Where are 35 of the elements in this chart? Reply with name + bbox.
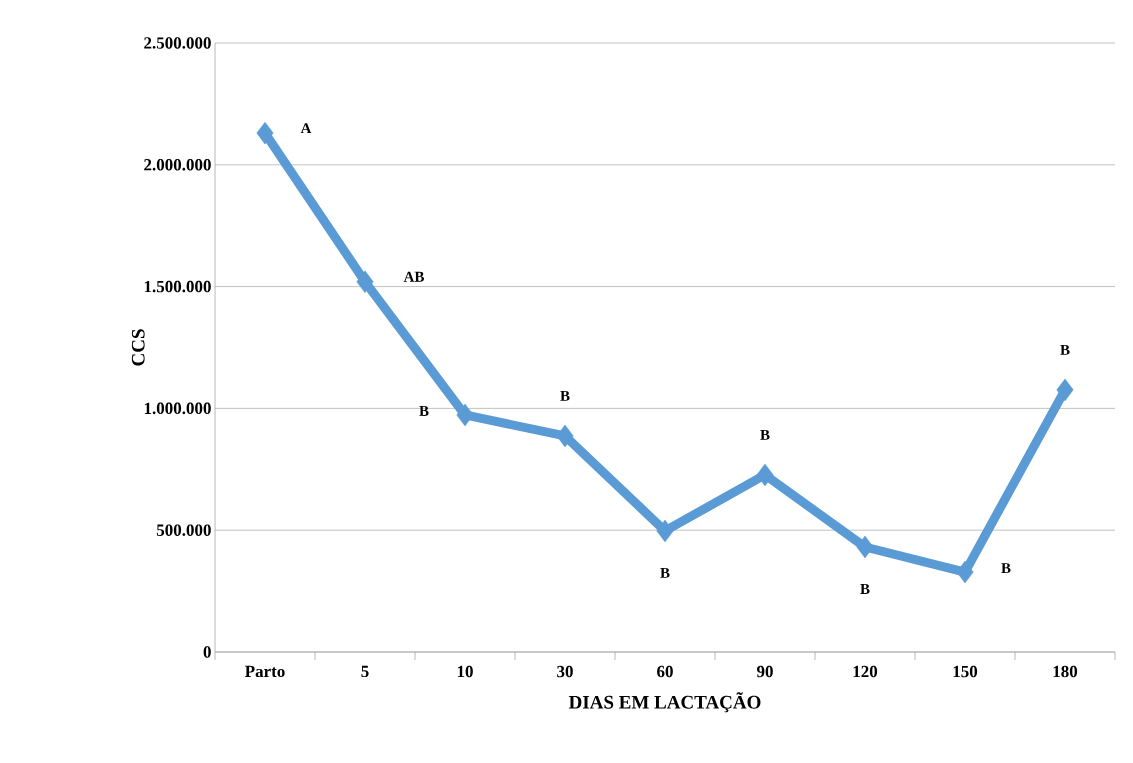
annotation: B [660,567,670,578]
point [356,270,374,293]
point [956,560,974,584]
x-tick-label: 10 [457,665,473,678]
point [456,403,474,427]
y-tick-label: 1.500.000 [144,280,211,293]
annotation: AB [403,271,424,282]
annotation: B [760,429,770,440]
point [256,121,274,145]
x-tick-label: 30 [557,665,573,678]
y-axis-title: CCS [131,329,145,366]
y-tick-label: 2.000.000 [144,159,211,171]
point [1056,378,1074,402]
point [756,463,774,487]
point [856,535,874,559]
annotation: B [1060,344,1070,355]
y-tick-label: 0 [203,646,211,658]
point [556,424,574,448]
x-tick-label: 90 [756,665,773,678]
y-tick-label: 2.500.000 [144,37,211,49]
x-tick-label: 120 [853,665,878,678]
annotation: B [860,584,870,594]
x-tick-label: 180 [1053,665,1078,678]
y-tick-label: 1.000.000 [144,402,211,415]
x-tick-label: 60 [657,665,673,678]
x-tick-label: 150 [953,665,978,678]
annotation: A [300,123,312,134]
y-tick-label: 500.000 [156,524,211,536]
x-axis-title: DIAS EM LACTAÇÃO [568,692,761,713]
point [656,519,674,543]
annotation: B [419,406,429,416]
x-tick-label: Parto [245,665,285,678]
x-tick-label: 5 [361,665,369,678]
annotation: B [1001,563,1011,574]
annotation: B [560,390,570,401]
